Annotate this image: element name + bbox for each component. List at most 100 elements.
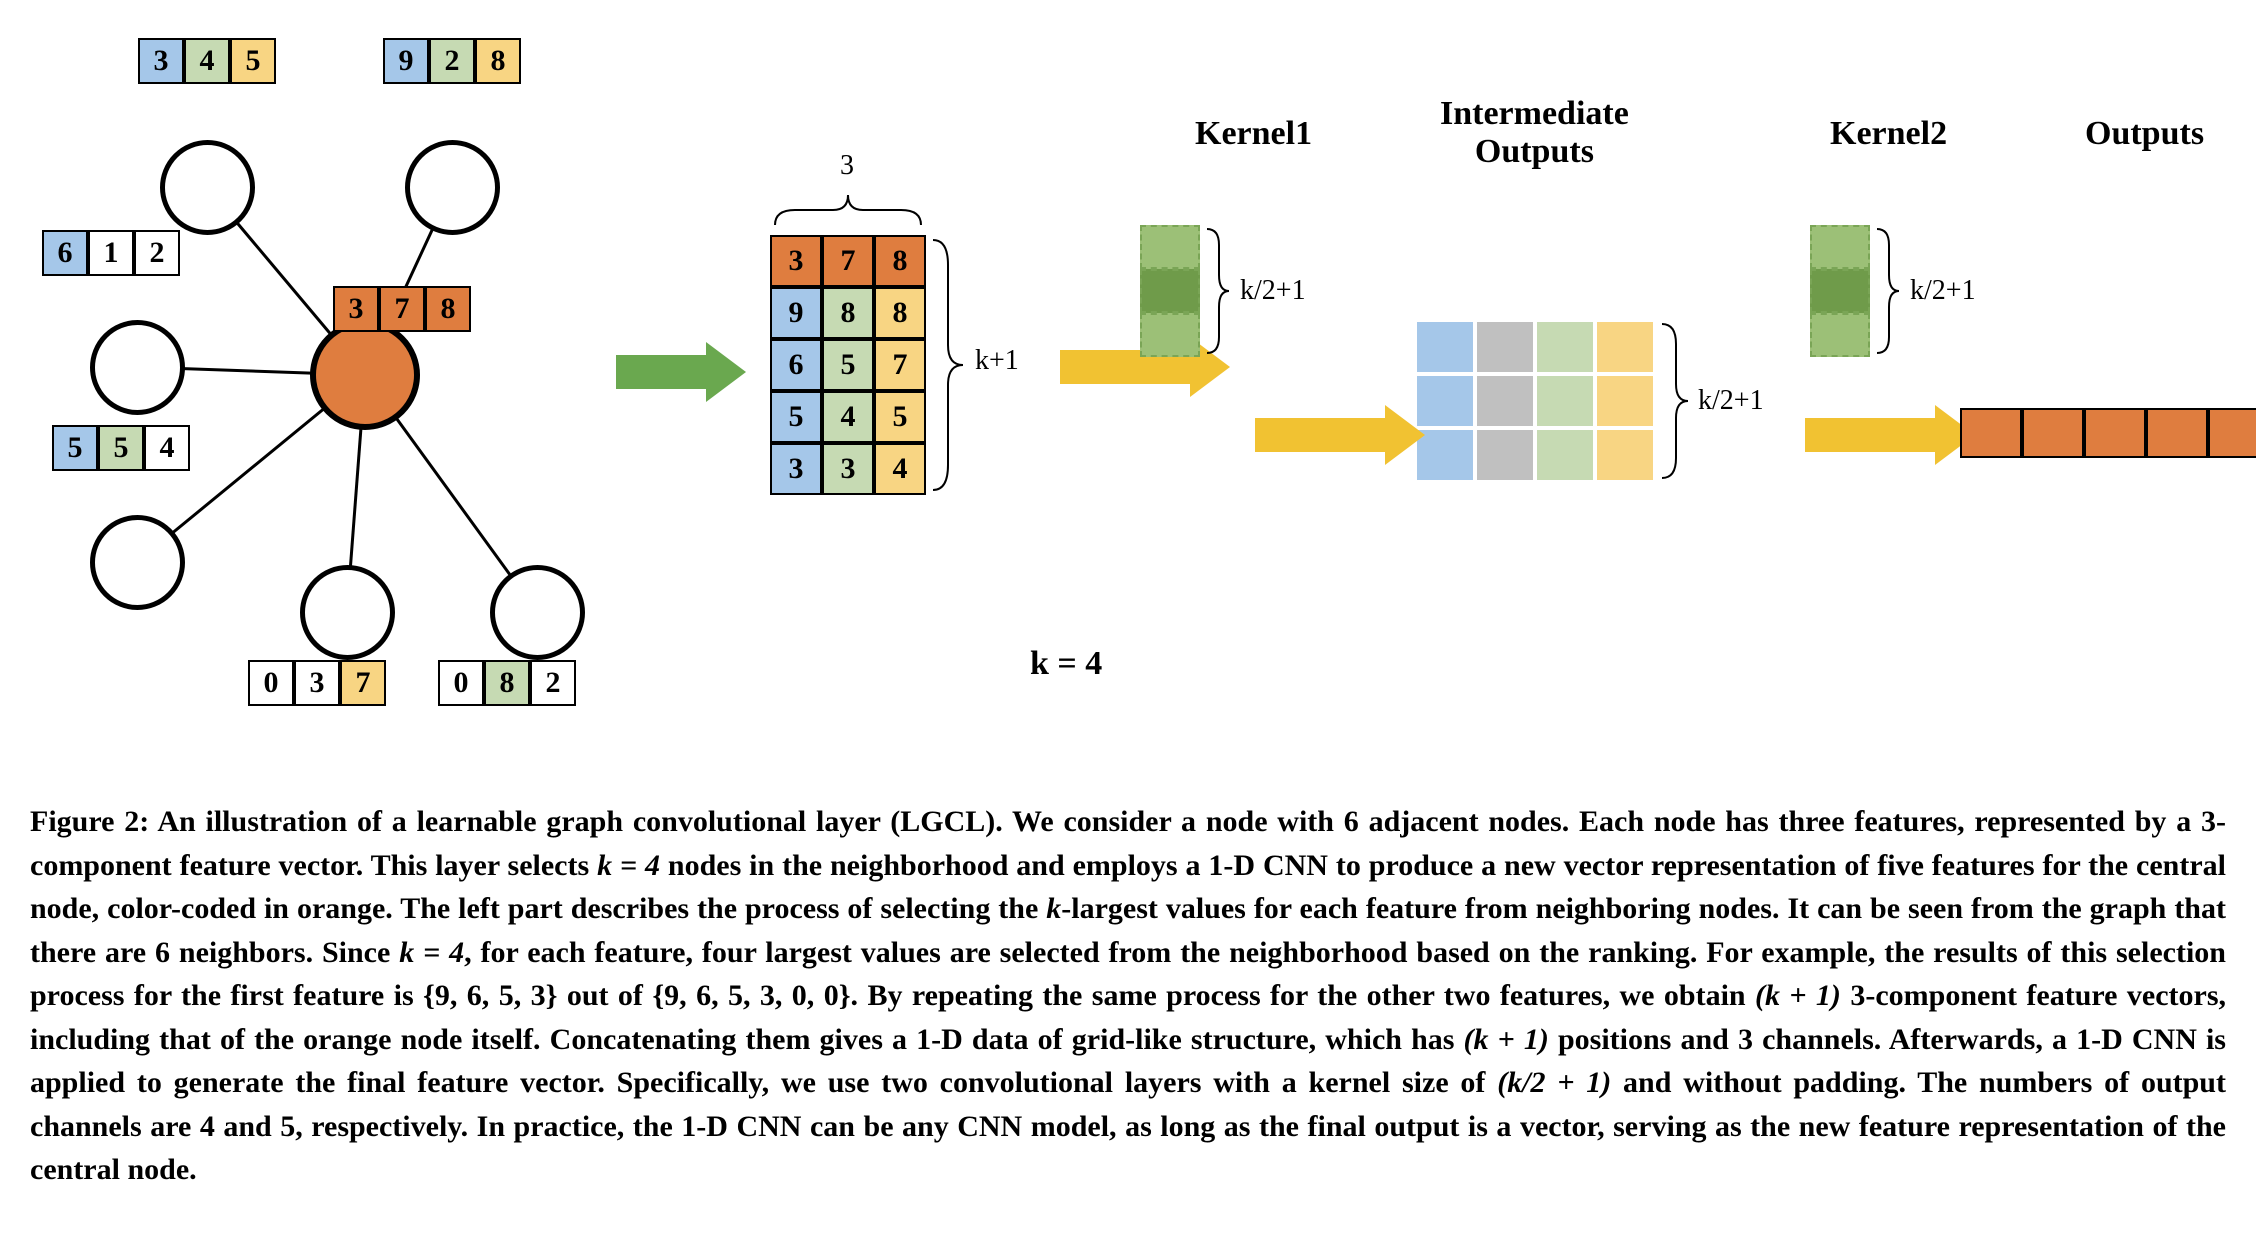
kernel-cell	[1810, 313, 1870, 357]
matrix-cell: 8	[874, 287, 926, 339]
matrix-cell: 5	[770, 391, 822, 443]
matrix-cell: 7	[822, 235, 874, 287]
kernel-cell	[1810, 269, 1870, 313]
matrix-cell: 4	[874, 443, 926, 495]
matrix-cell: 3	[822, 443, 874, 495]
feature-cell: 3	[138, 38, 184, 84]
neighbor-features: 928	[383, 38, 521, 84]
caption-math: (k/2 + 1)	[1497, 1066, 1611, 1099]
feature-cell: 7	[340, 660, 386, 706]
kernel-cell	[1810, 225, 1870, 269]
kernel1-label: Kernel1	[1195, 115, 1312, 153]
feature-cell: 5	[230, 38, 276, 84]
intermediate-grid	[1415, 320, 1655, 482]
neighbor-features: 612	[42, 230, 180, 276]
feature-cell: 8	[425, 286, 471, 332]
feature-cell: 3	[294, 660, 340, 706]
feature-cell: 7	[379, 286, 425, 332]
matrix-cell: 8	[874, 235, 926, 287]
neighbor-node	[300, 565, 395, 660]
feature-cell: 8	[484, 660, 530, 706]
kernel2-label: Kernel2	[1830, 115, 1947, 153]
kernel-cell	[1140, 269, 1200, 313]
output-cell	[2084, 408, 2146, 458]
feature-matrix: 378988657545334	[770, 235, 926, 495]
feature-cell: 0	[438, 660, 484, 706]
kernel1-block	[1140, 225, 1200, 357]
matrix-cell: 8	[822, 287, 874, 339]
output-vector	[1960, 408, 2256, 458]
matrix-cell: 5	[874, 391, 926, 443]
intermediate-brace	[1658, 320, 1692, 482]
matrix-cell: 3	[770, 443, 822, 495]
caption-math: k = 4	[597, 849, 660, 882]
caption-math: k = 4	[399, 936, 464, 969]
neighbor-features: 345	[138, 38, 276, 84]
neighbor-node	[160, 140, 255, 235]
intermediate-annot: k/2+1	[1698, 385, 1764, 417]
intermediate-cell	[1595, 374, 1655, 428]
center-node	[310, 320, 420, 430]
outputs-label: Outputs	[2085, 115, 2204, 153]
matrix-cell: 3	[770, 235, 822, 287]
feature-cell: 2	[429, 38, 475, 84]
intermediate-cell	[1595, 320, 1655, 374]
neighbor-features: 037	[248, 660, 386, 706]
intermediate-label: Intermediate Outputs	[1440, 95, 1629, 171]
intermediate-cell	[1475, 374, 1535, 428]
kernel-cell	[1140, 225, 1200, 269]
figure-caption: Figure 2: An illustration of a learnable…	[30, 800, 2226, 1192]
intermediate-cell	[1535, 320, 1595, 374]
feature-cell: 3	[333, 286, 379, 332]
kernel2-brace	[1873, 225, 1903, 357]
feature-cell: 1	[88, 230, 134, 276]
feature-cell: 5	[98, 425, 144, 471]
matrix-cell: 5	[822, 339, 874, 391]
output-cell	[1960, 408, 2022, 458]
intermediate-cell	[1475, 320, 1535, 374]
matrix-height-label: k+1	[975, 345, 1019, 377]
feature-cell: 5	[52, 425, 98, 471]
k-value-label: k = 4	[1030, 645, 1102, 683]
feature-cell: 9	[383, 38, 429, 84]
feature-cell: 0	[248, 660, 294, 706]
matrix-cell: 7	[874, 339, 926, 391]
output-cell	[2146, 408, 2208, 458]
feature-cell: 2	[134, 230, 180, 276]
kernel1-brace	[1203, 225, 1233, 357]
kernel2-annot: k/2+1	[1910, 275, 1976, 307]
center-features: 378	[333, 286, 471, 332]
neighbor-features: 554	[52, 425, 190, 471]
intermediate-cell	[1595, 428, 1655, 482]
caption-math: k	[1046, 892, 1061, 925]
intermediate-cell	[1475, 428, 1535, 482]
intermediate-cell	[1415, 320, 1475, 374]
caption-math: (k + 1)	[1755, 979, 1841, 1012]
arrow-head-icon	[706, 342, 746, 402]
caption-math: (k + 1)	[1464, 1023, 1549, 1056]
neighbor-node	[90, 515, 185, 610]
output-cell	[2022, 408, 2084, 458]
arrow-kernel1-to-inter	[1255, 418, 1385, 452]
kernel-cell	[1140, 313, 1200, 357]
neighbor-node	[90, 320, 185, 415]
kernel2-block	[1810, 225, 1870, 357]
arrow-graph-to-matrix	[616, 355, 706, 389]
intermediate-cell	[1535, 428, 1595, 482]
feature-cell: 4	[184, 38, 230, 84]
matrix-cell: 9	[770, 287, 822, 339]
matrix-cell: 4	[822, 391, 874, 443]
feature-cell: 2	[530, 660, 576, 706]
neighbor-features: 082	[438, 660, 576, 706]
output-cell	[2208, 408, 2256, 458]
matrix-top-brace	[770, 185, 926, 229]
matrix-cell: 6	[770, 339, 822, 391]
matrix-width-label: 3	[840, 150, 854, 182]
neighbor-node	[490, 565, 585, 660]
matrix-right-brace	[928, 235, 968, 495]
feature-cell: 8	[475, 38, 521, 84]
intermediate-cell	[1535, 374, 1595, 428]
neighbor-node	[405, 140, 500, 235]
feature-cell: 6	[42, 230, 88, 276]
arrow-kernel2-to-output	[1805, 418, 1935, 452]
